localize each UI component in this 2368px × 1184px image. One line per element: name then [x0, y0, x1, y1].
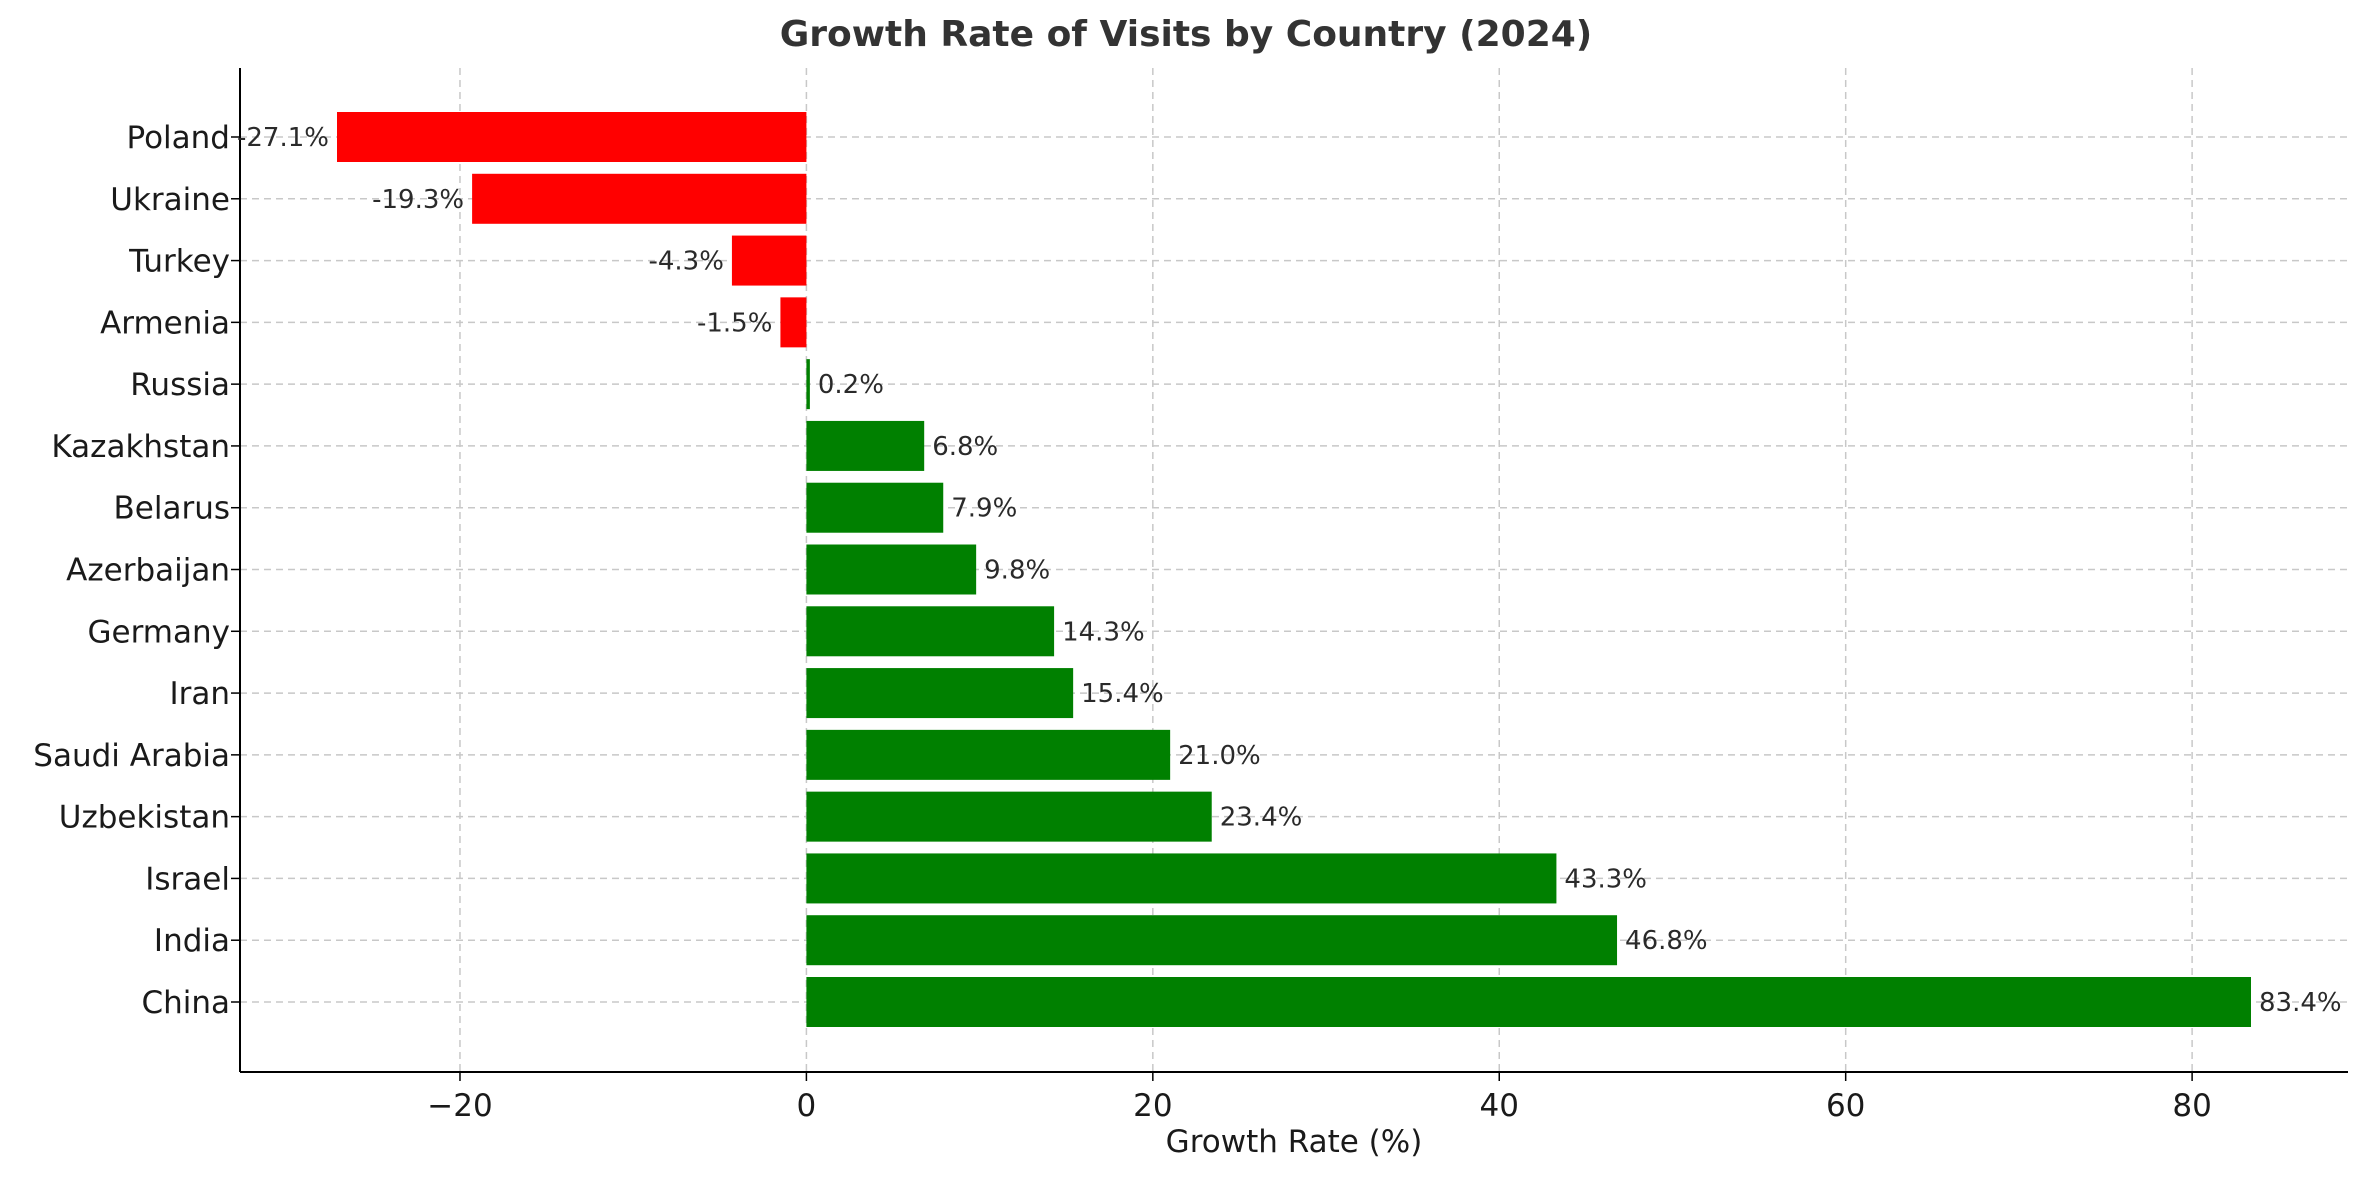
bar-azerbaijan: [806, 544, 977, 595]
data-labels: -27.1% -19.3% -4.3% -1.5% 0.2% 6.8% 7.9% 9.8% 14…: [237, 123, 2342, 1018]
y-tick-label: Iran: [169, 676, 230, 712]
x-tick-label: 20: [1133, 1088, 1172, 1124]
data-label: 21.0%: [1178, 741, 1261, 771]
y-tick-label: Israel: [145, 861, 230, 897]
chart-title: Growth Rate of Visits by Country (2024): [780, 14, 1593, 55]
x-tick-label: 60: [1826, 1088, 1865, 1124]
y-tick-label: Kazakhstan: [51, 429, 230, 465]
bar-china: [806, 977, 2252, 1027]
data-label: 23.4%: [1220, 803, 1303, 833]
y-tick-label: Poland: [127, 120, 231, 156]
bar-uzbekistan: [806, 791, 1212, 842]
y-tick-label: Saudi Arabia: [33, 738, 230, 774]
data-label: 6.8%: [932, 432, 998, 462]
x-tick-label: 40: [1480, 1088, 1519, 1124]
y-tick-label: Azerbaijan: [66, 553, 230, 589]
bar-turkey: [731, 235, 807, 286]
data-label: 43.3%: [1564, 864, 1647, 894]
y-tick-labels: Poland Ukraine Turkey Armenia Russia Kazakhst…: [33, 120, 240, 1021]
y-tick-label: India: [154, 923, 230, 959]
y-tick-label: China: [141, 985, 230, 1021]
data-label: 9.8%: [984, 556, 1050, 586]
bar-poland: [336, 112, 807, 162]
bar-belarus: [806, 482, 944, 533]
x-axis-title: Growth Rate (%): [1166, 1124, 1423, 1160]
y-tick-label: Germany: [88, 614, 230, 650]
bar-ukraine: [472, 173, 807, 224]
y-tick-label: Ukraine: [110, 182, 230, 218]
y-tick-label: Turkey: [128, 244, 230, 280]
y-tick-label: Armenia: [100, 305, 230, 341]
data-label: -27.1%: [237, 123, 329, 153]
data-label: 83.4%: [2259, 988, 2342, 1018]
bar-kazakhstan: [806, 420, 925, 471]
bar-germany: [806, 606, 1055, 657]
y-tick-label: Uzbekistan: [59, 800, 230, 836]
data-label: 7.9%: [951, 494, 1017, 524]
bars: [336, 112, 2252, 1027]
y-tick-label: Russia: [130, 367, 230, 403]
data-label: -19.3%: [372, 185, 464, 215]
data-label: 14.3%: [1062, 617, 1145, 647]
x-tick-label: 0: [797, 1088, 817, 1124]
data-label: 0.2%: [818, 370, 884, 400]
data-label: 15.4%: [1081, 679, 1164, 709]
bar-india: [806, 915, 1618, 966]
y-tick-label: Belarus: [114, 491, 231, 527]
x-tick-label: 80: [2172, 1088, 2211, 1124]
bar-armenia: [780, 297, 807, 348]
x-tick-labels: −20 0 20 40 60 80: [427, 1072, 2212, 1124]
bar-israel: [806, 853, 1557, 904]
data-label: 46.8%: [1625, 926, 1708, 956]
bar-iran: [806, 668, 1074, 719]
bar-russia: [806, 359, 810, 410]
bar-saudi-arabia: [806, 729, 1171, 780]
data-label: -1.5%: [697, 308, 772, 338]
data-label: -4.3%: [648, 247, 723, 277]
x-tick-label: −20: [427, 1088, 492, 1124]
